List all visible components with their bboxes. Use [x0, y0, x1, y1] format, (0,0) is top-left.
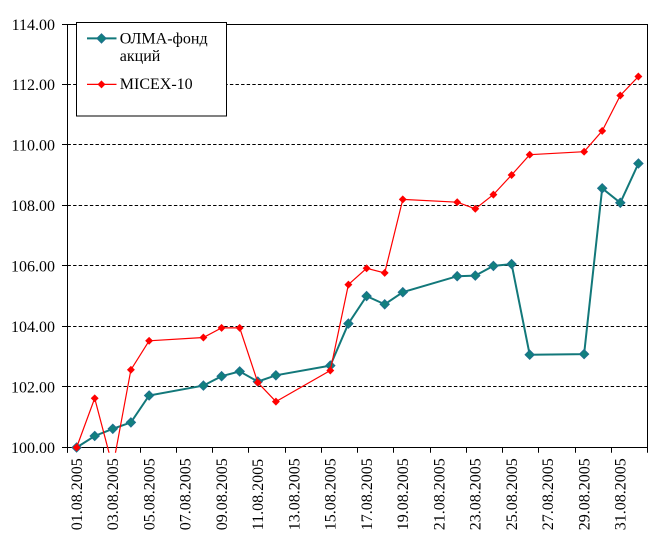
svg-text:110.00: 110.00	[12, 138, 55, 155]
svg-text:MICEX-10: MICEX-10	[120, 76, 193, 93]
svg-text:15.08.2005: 15.08.2005	[323, 458, 340, 530]
svg-text:03.08.2005: 03.08.2005	[105, 458, 122, 530]
svg-text:19.08.2005: 19.08.2005	[395, 458, 412, 530]
svg-text:07.08.2005: 07.08.2005	[178, 458, 195, 530]
svg-text:29.08.2005: 29.08.2005	[576, 458, 593, 530]
svg-text:100.00: 100.00	[11, 440, 55, 457]
svg-text:114.00: 114.00	[12, 17, 55, 34]
svg-text:13.08.2005: 13.08.2005	[286, 458, 303, 530]
svg-text:ОЛМА-фонд: ОЛМА-фонд	[120, 30, 208, 47]
svg-text:01.08.2005: 01.08.2005	[69, 458, 86, 530]
svg-text:104.00: 104.00	[11, 319, 55, 336]
svg-text:17.08.2005: 17.08.2005	[359, 458, 376, 530]
svg-text:108.00: 108.00	[11, 198, 55, 215]
svg-text:23.08.2005: 23.08.2005	[468, 458, 485, 530]
svg-text:11.08.2005: 11.08.2005	[250, 459, 267, 530]
svg-text:31.08.2005: 31.08.2005	[613, 458, 630, 530]
svg-text:27.08.2005: 27.08.2005	[540, 458, 557, 530]
svg-text:21.08.2005: 21.08.2005	[431, 458, 448, 530]
svg-text:106.00: 106.00	[11, 259, 55, 276]
svg-text:25.08.2005: 25.08.2005	[504, 458, 521, 530]
svg-text:акций: акций	[120, 48, 161, 65]
svg-text:05.08.2005: 05.08.2005	[141, 458, 158, 530]
svg-text:102.00: 102.00	[11, 379, 55, 396]
svg-text:112.00: 112.00	[12, 77, 55, 94]
svg-text:09.08.2005: 09.08.2005	[214, 458, 231, 530]
